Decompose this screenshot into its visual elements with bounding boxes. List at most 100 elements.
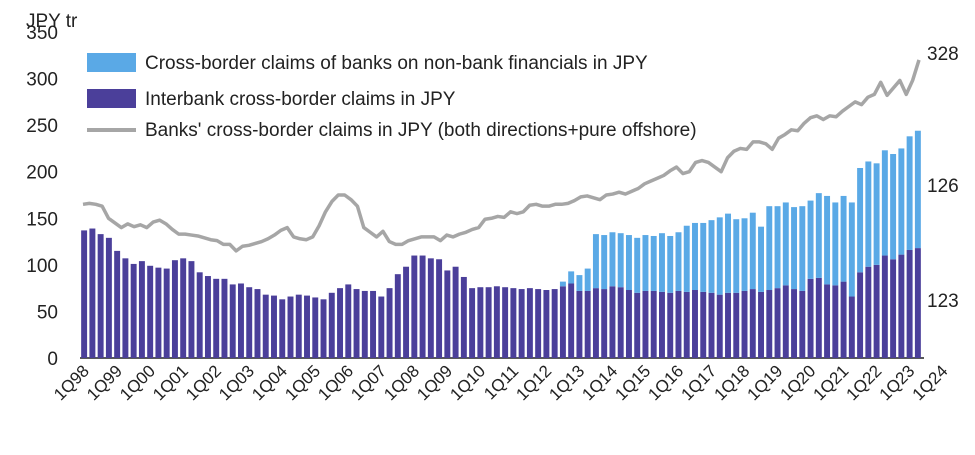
nonbank-bar [667,235,674,293]
nonbank-bar [758,226,765,292]
interbank-bar [180,258,187,358]
y-tick-label: 350 [26,23,58,44]
nonbank-bar [708,220,715,293]
interbank-bar [873,264,880,358]
interbank-bar [427,258,434,358]
legend-label-interbank: Interbank cross-border claims in JPY [145,89,456,110]
interbank-bar [502,287,509,358]
interbank-bar [766,290,773,358]
interbank-bar [204,276,211,358]
interbank-bar [213,278,220,358]
interbank-bar [196,272,203,358]
interbank-bar [147,265,154,358]
interbank-bar [89,228,96,358]
x-tick-label: 1Q13 [545,361,588,404]
x-tick-label: 1Q07 [347,361,390,404]
x-tick-label: 1Q17 [677,361,720,404]
interbank-bar [758,291,765,358]
nonbank-bar [848,202,855,297]
x-tick-label: 1Q08 [380,361,423,404]
interbank-bar [881,255,888,358]
nonbank-bar [857,167,864,273]
interbank-bar [337,288,344,358]
x-tick-label: 1Q14 [578,361,621,404]
nonbank-bar [692,222,698,291]
nonbank-bar [865,161,872,267]
x-tick-label: 1Q19 [744,361,787,404]
x-tick-label: 1Q02 [182,361,225,404]
nonbank-bar [881,150,888,256]
interbank-bar [370,290,377,358]
nonbank-bar [700,222,707,292]
legend-swatch-nonbank [87,53,136,72]
interbank-bar [378,296,385,358]
nonbank-bar [683,225,690,292]
interbank-bar [237,283,244,358]
x-tick-label: 1Q00 [116,361,159,404]
nonbank-bar [774,206,781,289]
x-tick-label: 1Q03 [215,361,258,404]
nonbank-bar [832,202,839,286]
nonbank-bar [675,232,682,291]
interbank-bar [807,278,814,358]
total-claims-line [82,59,921,253]
interbank-bar [791,289,798,358]
x-tick-label: 1Q04 [248,361,291,404]
interbank-bar [312,297,319,358]
interbank-bar [568,283,575,358]
y-tick-label: 100 [26,256,58,277]
nonbank-bar [601,235,608,290]
interbank-bar [906,249,913,358]
interbank-bar [609,286,616,358]
nonbank-bar [807,200,814,279]
nonbank-bar [914,130,921,249]
interbank-bar [733,292,740,358]
nonbank-bar [890,154,897,260]
interbank-bar [271,295,277,358]
y-tick-label: 200 [26,163,58,184]
nonbank-bar [766,206,773,291]
interbank-bar [419,255,426,358]
interbank-bar [130,263,137,358]
interbank-bar [229,284,236,358]
interbank-bar [865,266,872,358]
interbank-bar [625,290,632,358]
interbank-bar [617,287,624,358]
interbank-bar [328,292,335,358]
interbank-bar [642,290,649,358]
interbank-bar [444,270,451,358]
interbank-bar [683,291,690,358]
nonbank-bar [782,202,789,286]
interbank-bar [138,261,145,358]
x-tick-label: 1Q15 [611,361,654,404]
end-label-middle: 126 [927,176,959,197]
x-tick-label: 1Q21 [810,361,853,404]
y-tick-label: 0 [47,349,58,370]
interbank-bar [97,234,104,358]
interbank-bar [824,284,831,358]
interbank-bar [692,290,698,358]
interbank-bar [262,294,269,358]
x-tick-label: 1Q24 [909,361,952,404]
interbank-bar [700,291,707,358]
nonbank-bar [584,268,591,291]
nonbank-bar [799,206,806,291]
interbank-bar [675,290,682,358]
nonbank-bar [650,235,657,291]
interbank-bar [559,286,566,358]
nonbank-bar [568,271,575,284]
interbank-bar [914,248,921,358]
interbank-bar [345,284,352,358]
legend-swatch-interbank [87,89,136,108]
interbank-bar [469,288,476,358]
interbank-bar [361,290,368,358]
interbank-bar [320,299,327,358]
interbank-bar [386,288,393,358]
nonbank-bar [840,195,847,282]
interbank-bar [576,290,583,358]
interbank-bar [188,261,195,358]
nonbank-bar [749,212,756,290]
nonbank-bar [873,163,880,265]
nonbank-bar [576,275,583,291]
